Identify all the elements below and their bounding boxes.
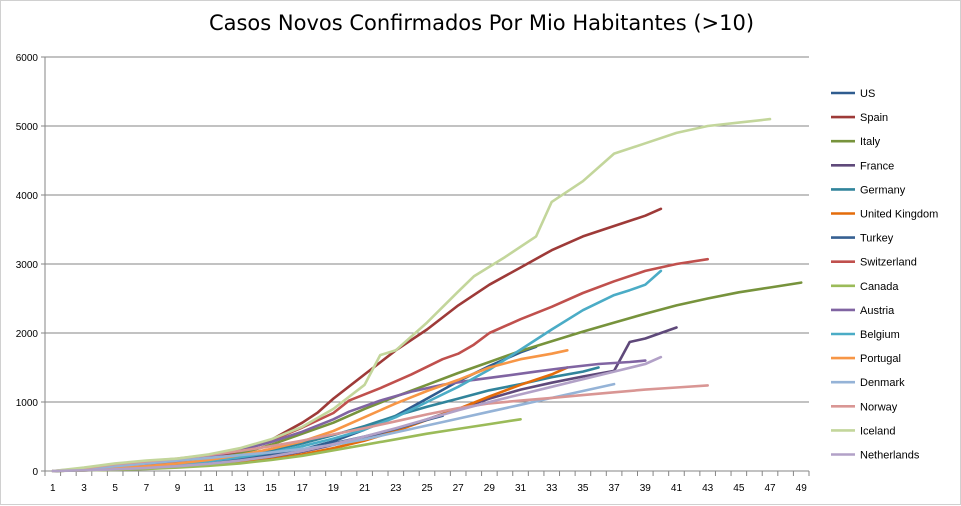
x-tick-label: 45 <box>733 483 745 494</box>
x-tick-label: 35 <box>577 483 589 494</box>
x-tick-label: 27 <box>453 483 465 494</box>
y-tick-label: 1000 <box>16 398 39 409</box>
chart-title: Casos Novos Confirmados Por Mio Habitant… <box>208 11 755 35</box>
y-tick-label: 2000 <box>16 329 39 340</box>
legend-label-germany: Germany <box>860 184 906 196</box>
series-line-netherlands <box>51 355 663 473</box>
x-tick-label: 9 <box>175 483 181 494</box>
legend-label-canada: Canada <box>860 281 899 293</box>
legend-label-denmark: Denmark <box>860 377 905 389</box>
legend-label-turkey: Turkey <box>860 233 894 245</box>
x-tick-label: 17 <box>297 483 309 494</box>
legend-label-iceland: Iceland <box>860 425 895 437</box>
legend-label-norway: Norway <box>860 401 898 413</box>
legend-label-spain: Spain <box>860 112 888 124</box>
y-tick-label: 0 <box>32 467 38 478</box>
legend-label-belgium: Belgium <box>860 329 900 341</box>
gridlines <box>45 56 809 403</box>
y-tick-label: 6000 <box>16 53 39 64</box>
x-tick-label: 1 <box>50 483 56 494</box>
x-tick-label: 25 <box>421 483 433 494</box>
x-tick-label: 47 <box>764 483 776 494</box>
series-line-portugal <box>51 348 569 473</box>
legend-label-switzerland: Switzerland <box>860 257 917 269</box>
x-tick-label: 43 <box>702 483 714 494</box>
series-lines <box>51 117 803 473</box>
x-tick-label: 23 <box>390 483 402 494</box>
series-line-iceland <box>51 117 772 473</box>
legend-label-portugal: Portugal <box>860 353 901 365</box>
x-tick-label: 33 <box>546 483 558 494</box>
legend-label-netherlands: Netherlands <box>860 450 920 462</box>
x-tick-label: 31 <box>515 483 527 494</box>
x-tick-label: 11 <box>204 483 215 494</box>
x-tick-label: 41 <box>671 483 683 494</box>
x-tick-label: 3 <box>81 483 87 494</box>
x-tick-label: 7 <box>144 483 150 494</box>
series-line-norway <box>51 384 710 473</box>
legend-label-us: US <box>860 88 875 100</box>
y-tick-label: 5000 <box>16 122 39 133</box>
y-tick-label: 3000 <box>16 260 39 271</box>
x-tick-label: 29 <box>484 483 496 494</box>
series-line-france <box>51 326 678 473</box>
legend-label-france: France <box>860 160 894 172</box>
x-tick-label: 39 <box>640 483 652 494</box>
legend-label-austria: Austria <box>860 305 895 317</box>
series-line-switzerland <box>51 257 710 473</box>
legend-label-italy: Italy <box>860 136 881 148</box>
x-tick-label: 13 <box>234 483 246 494</box>
series-line-italy <box>51 281 803 473</box>
x-tick-label: 15 <box>266 483 278 494</box>
x-tick-label: 21 <box>359 483 371 494</box>
x-tick-label: 19 <box>328 483 340 494</box>
x-tick-label: 49 <box>796 483 808 494</box>
y-tick-label: 4000 <box>16 191 39 202</box>
legend-label-united-kingdom: United Kingdom <box>860 209 938 221</box>
legend: US Spain Italy France Germany United Kingdom T… <box>831 88 938 462</box>
x-tick-label: 37 <box>609 483 621 494</box>
x-tick-label: 5 <box>112 483 118 494</box>
